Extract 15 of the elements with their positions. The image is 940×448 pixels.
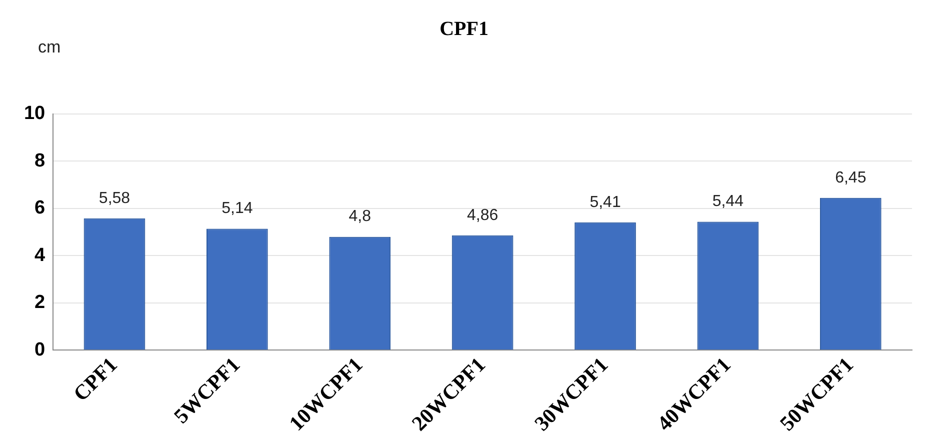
data-label: 5,58 [98, 190, 130, 207]
data-label: 5,44 [712, 193, 744, 210]
y-tick-label: 10 [24, 103, 46, 124]
chart-title: CPF1 [440, 18, 488, 40]
y-axis-title: cm [38, 38, 61, 57]
y-tick-label: 8 [34, 150, 46, 172]
data-label: 5,41 [590, 194, 621, 211]
y-tick-label: 4 [34, 244, 46, 266]
data-label: 5,14 [222, 200, 253, 218]
y-tick-label: 2 [34, 292, 46, 314]
data-label: 6,45 [835, 169, 866, 186]
y-tick-label: 6 [34, 198, 46, 219]
data-label: 4,86 [466, 206, 498, 224]
y-tick-label: 0 [34, 339, 46, 360]
data-label: 4,8 [348, 208, 372, 226]
